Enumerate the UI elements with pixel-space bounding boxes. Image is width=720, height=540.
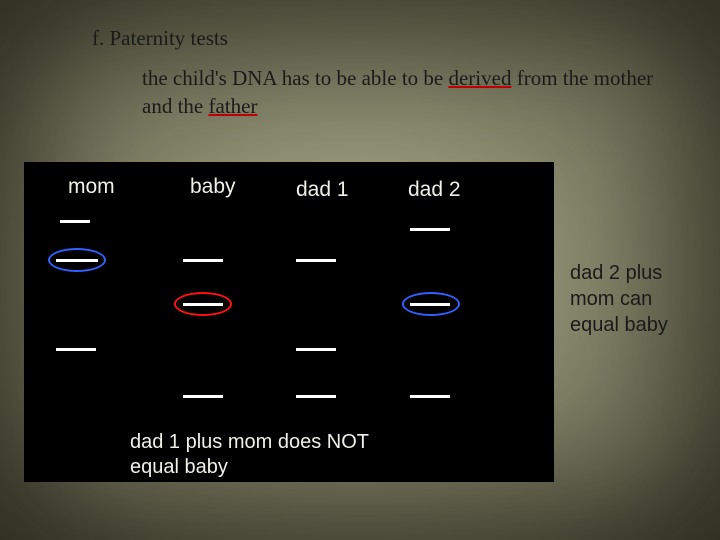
column-label-dad1: dad 1 [296, 178, 349, 202]
gel-band [183, 395, 223, 398]
body-paragraph: the child's DNA has to be able to be der… [142, 64, 662, 121]
gel-band [410, 395, 450, 398]
gel-band [296, 395, 336, 398]
gel-band [60, 220, 90, 223]
slide-content: f. Paternity tests the child's DNA has t… [0, 0, 720, 540]
note-dad2-line2: mom can [570, 288, 652, 310]
section-heading: f. Paternity tests [92, 26, 228, 51]
note-dad2: dad 2 plus mom can equal baby [570, 260, 668, 338]
note-dad1-line1: dad 1 plus mom does NOT [130, 431, 369, 453]
underlined-derived: derived [448, 66, 511, 90]
column-label-mom: mom [68, 175, 115, 199]
highlight-ellipse-mom [48, 248, 106, 272]
note-dad2-line1: dad 2 plus [570, 262, 662, 284]
note-dad1: dad 1 plus mom does NOT equal baby [130, 430, 369, 480]
column-label-dad2: dad 2 [408, 178, 461, 202]
gel-band [296, 259, 336, 262]
highlight-ellipse-baby [174, 292, 232, 316]
highlight-ellipse-dad2 [402, 292, 460, 316]
column-label-baby: baby [190, 175, 236, 199]
note-dad1-line2: equal baby [130, 456, 228, 478]
underlined-father: father [208, 94, 257, 118]
gel-band [56, 348, 96, 351]
gel-band [410, 228, 450, 231]
body-pre: the child's DNA has to be able to be [142, 66, 448, 90]
gel-band [296, 348, 336, 351]
note-dad2-line3: equal baby [570, 314, 668, 336]
gel-band [183, 259, 223, 262]
